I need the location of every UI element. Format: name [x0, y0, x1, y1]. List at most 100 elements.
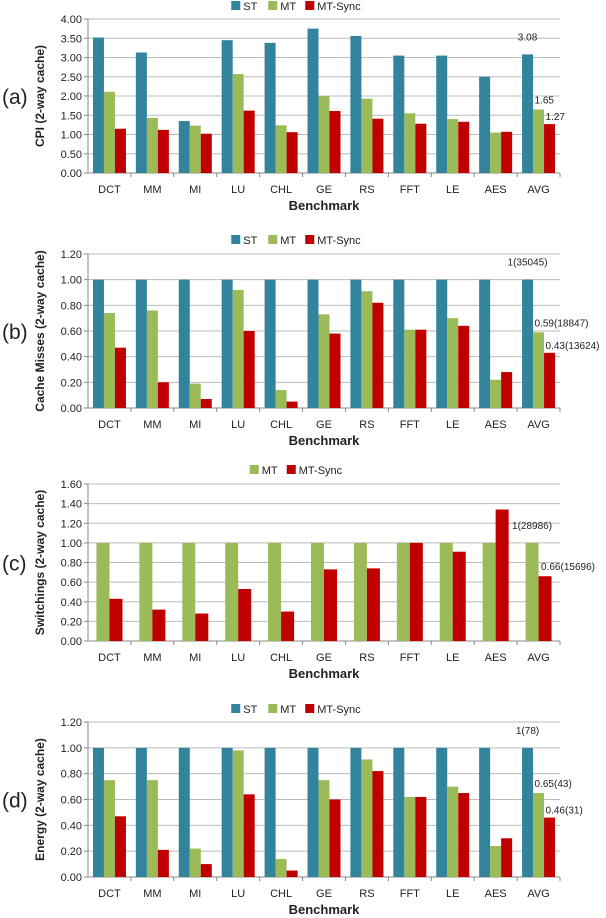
x-axis-label: Benchmark: [289, 433, 361, 448]
legend-swatch-st: [231, 1, 241, 10]
y-tick-label: 1.00: [61, 275, 82, 287]
x-tick-label: AES: [485, 652, 507, 664]
x-tick-label: AES: [485, 419, 507, 431]
y-tick-label: 1.00: [61, 130, 82, 142]
bar-mt-sync-dct: [114, 347, 126, 408]
y-tick-label: 2.50: [61, 72, 82, 84]
y-tick-label: 1.20: [61, 249, 82, 261]
bar-st-avg: [522, 747, 534, 877]
y-tick-label: 0.40: [61, 597, 82, 609]
bar-mt-lu: [232, 289, 244, 408]
y-tick-label: 1.60: [61, 479, 82, 491]
bar-st-avg: [522, 279, 534, 408]
bar-mt-sync-mi: [195, 613, 209, 641]
legend-label: MT-Sync: [317, 704, 361, 716]
bar-st-mi: [178, 121, 190, 173]
bar-st-aes: [479, 279, 491, 408]
y-tick-label: 0.40: [61, 352, 82, 364]
x-tick-label: RS: [359, 888, 374, 900]
bar-st-lu: [221, 40, 233, 173]
bar-mt-mm: [146, 780, 158, 877]
bar-mt-aes: [490, 846, 502, 877]
x-tick-label: MI: [189, 888, 201, 900]
bar-mt-sync-mi: [200, 399, 212, 408]
legend-label: MT: [280, 1, 296, 13]
bar-mt-mm: [139, 542, 153, 641]
bar-mt-lu: [225, 542, 239, 641]
bar-mt-sync-dct: [114, 128, 126, 173]
panel-label: (b): [2, 321, 28, 344]
bar-mt-dct: [103, 313, 115, 408]
bar-mt-mi: [189, 125, 201, 173]
y-tick-label: 0.60: [61, 577, 82, 589]
bar-mt-lu: [232, 74, 244, 173]
legend-swatch-mt: [268, 235, 278, 244]
x-tick-label: AVG: [527, 184, 549, 196]
bar-mt-sync-dct: [114, 816, 126, 877]
bar-st-aes: [479, 747, 491, 877]
bar-mt-sync-aes: [495, 509, 509, 641]
bar-mt-sync-rs: [372, 302, 384, 408]
bar-st-dct: [92, 747, 104, 877]
bar-mt-fft: [404, 113, 416, 173]
bar-mt-sync-fft: [409, 542, 423, 641]
bar-mt-rs: [361, 98, 373, 173]
x-tick-label: FFT: [400, 184, 420, 196]
bar-st-chl: [264, 42, 276, 174]
bar-st-dct: [92, 37, 104, 174]
legend-swatch-mt-sync: [305, 704, 315, 713]
x-tick-label: RS: [359, 419, 374, 431]
data-label: 1(35045): [508, 258, 548, 269]
bar-st-ge: [307, 747, 319, 877]
bar-mt-aes: [482, 542, 496, 641]
bar-mt-sync-aes: [501, 372, 513, 408]
bar-mt-rs: [353, 542, 367, 641]
legend-swatch-mt-sync: [305, 1, 315, 10]
legend-label: MT: [262, 465, 278, 477]
y-tick-label: 0.00: [61, 872, 82, 884]
bar-mt-sync-ge: [329, 799, 341, 877]
data-label: 3.08: [518, 32, 538, 43]
x-tick-label: MI: [189, 184, 201, 196]
panel-label: (a): [2, 86, 28, 109]
x-tick-label: AVG: [527, 652, 549, 664]
legend-swatch-mt: [249, 465, 259, 474]
bar-mt-ge: [318, 314, 330, 408]
x-tick-label: CHL: [270, 419, 292, 431]
bar-mt-sync-chl: [286, 132, 298, 173]
bar-mt-fft: [396, 542, 410, 641]
bar-mt-sync-ge: [329, 111, 341, 173]
y-tick-label: 0.00: [61, 636, 82, 648]
legend-label: MT-Sync: [299, 465, 343, 477]
y-axis-label: CPI (2-way cache): [33, 45, 47, 147]
y-tick-label: 1.40: [61, 499, 82, 511]
legend-label: MT: [280, 704, 296, 716]
x-tick-label: LE: [446, 652, 459, 664]
bar-mt-dct: [103, 780, 115, 877]
bar-mt-sync-chl: [286, 401, 298, 408]
y-tick-label: 1.20: [61, 518, 82, 530]
bar-st-rs: [350, 35, 362, 173]
bar-st-chl: [264, 279, 276, 408]
bar-st-mi: [178, 279, 190, 408]
legend-swatch-mt-sync: [305, 235, 315, 244]
bar-mt-sync-dct: [109, 598, 123, 641]
bar-mt-sync-fft: [415, 796, 427, 877]
bar-st-le: [436, 747, 448, 877]
bar-mt-le: [447, 786, 459, 877]
bar-mt-mi: [182, 542, 196, 641]
y-tick-label: 0.80: [61, 558, 82, 570]
data-label: 1(78): [516, 726, 539, 737]
y-tick-label: 1.00: [61, 743, 82, 755]
y-tick-label: 4.00: [61, 14, 82, 26]
bar-mt-sync-le: [458, 325, 470, 408]
legend-label: ST: [243, 235, 257, 247]
bar-mt-dct: [103, 91, 115, 173]
x-tick-label: AES: [485, 184, 507, 196]
x-tick-label: GE: [316, 888, 332, 900]
bar-mt-sync-mm: [157, 129, 169, 173]
bar-mt-sync-le: [458, 793, 470, 877]
legend-label: ST: [243, 1, 257, 13]
bar-mt-ge: [318, 780, 330, 877]
bar-mt-sync-mm: [157, 849, 169, 877]
